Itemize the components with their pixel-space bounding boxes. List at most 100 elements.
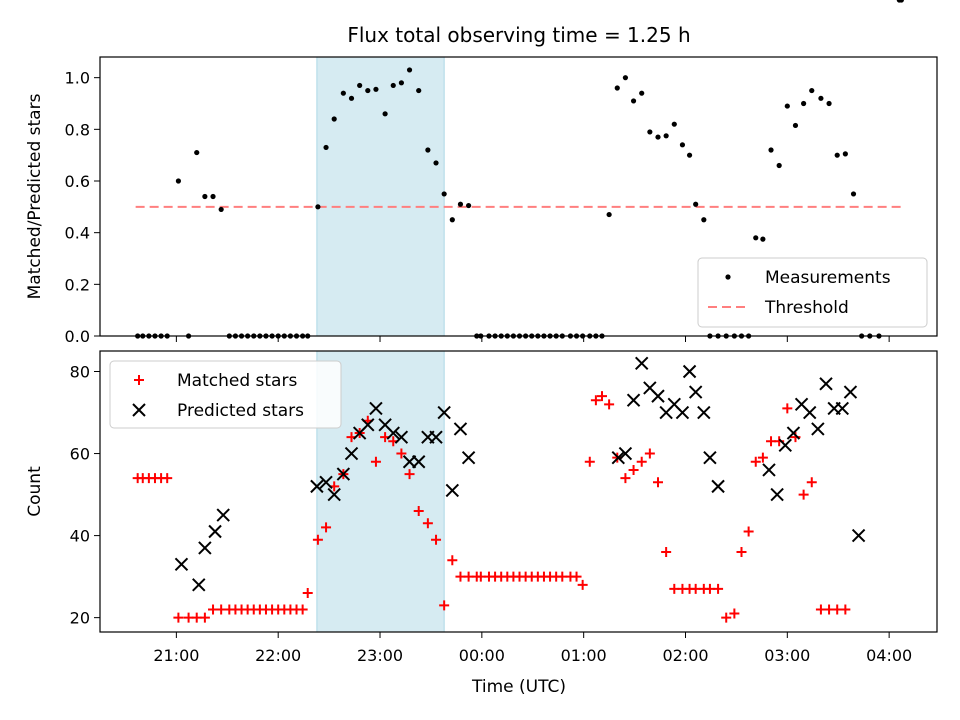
- measurement-point: [606, 211, 612, 218]
- measurement-point: [801, 100, 807, 107]
- measurement-point: [398, 80, 405, 86]
- measurement-point: [760, 236, 766, 242]
- measurement-point: [784, 103, 790, 109]
- predicted-point: [682, 364, 697, 379]
- legend-label: Threshold: [764, 298, 849, 318]
- measurement-point: [753, 235, 759, 241]
- measurement-point: [826, 100, 832, 107]
- legend-label: Measurements: [765, 268, 891, 288]
- measurement-point: [614, 85, 620, 91]
- measurement-point: [768, 147, 774, 153]
- predicted-point: [319, 475, 333, 489]
- y-tick-label: 0.2: [65, 275, 90, 294]
- legend-label: Predicted stars: [177, 401, 304, 421]
- y-tick-label: 60: [70, 445, 90, 464]
- legend-predicted-marker: [132, 403, 146, 417]
- axes-frame: [99, 56, 938, 337]
- matched-point: [312, 534, 323, 545]
- measurement-point: [202, 193, 208, 200]
- measurement-point: [323, 144, 329, 151]
- predicted-point: [208, 524, 222, 539]
- measurement-point: [315, 204, 321, 210]
- measurement-point: [671, 121, 677, 127]
- matched-point: [404, 469, 415, 480]
- predicted-point: [635, 356, 649, 371]
- matched-point: [743, 526, 754, 537]
- top-panel: 0.0 0.2 0.4 0.6 0.8 1.0 Matched/Predicted star…: [25, 0, 938, 346]
- predicted-point: [675, 405, 690, 420]
- predicted-point: [651, 389, 665, 403]
- measurement-point: [441, 191, 447, 197]
- measurement-point: [655, 134, 661, 140]
- measurement-point: [218, 206, 224, 213]
- matched-point: [590, 395, 601, 406]
- measurement-point: [818, 95, 824, 101]
- matched-point: [431, 534, 442, 545]
- predicted-point: [843, 385, 858, 399]
- matched-point: [447, 555, 458, 566]
- measurement-point: [357, 82, 363, 89]
- matched-point: [199, 612, 210, 623]
- measurement-point: [639, 90, 645, 96]
- predicted-point: [697, 405, 711, 420]
- legend: Matched stars Predicted stars: [109, 360, 342, 429]
- measurement-point: [850, 191, 857, 197]
- predicted-point: [688, 385, 703, 399]
- predicted-point: [703, 450, 717, 465]
- legend-matched-marker: [134, 375, 144, 385]
- measurement-point: [348, 95, 355, 101]
- measurement-point: [457, 201, 464, 207]
- x-tick-label: 23:00: [357, 646, 403, 665]
- chart-title: Flux total observing time = 1.25 h: [347, 23, 690, 47]
- x-tick-label: 00:00: [459, 646, 505, 665]
- predicted-point: [198, 541, 212, 555]
- predicted-point: [618, 446, 633, 461]
- observing-span: [316, 56, 445, 337]
- matched-point: [806, 477, 817, 488]
- measurement-point: [425, 147, 431, 153]
- matched-point: [173, 612, 184, 623]
- matched-point: [584, 456, 595, 467]
- predicted-point: [429, 430, 443, 444]
- predicted-point: [445, 483, 460, 498]
- predicted-point: [336, 467, 351, 481]
- x-tick-label: 02:00: [662, 646, 708, 665]
- predicted-point: [762, 463, 776, 477]
- measurement-point: [701, 217, 707, 223]
- y-tick-label: 0.0: [65, 327, 90, 346]
- y-axis-label: Count: [25, 466, 45, 517]
- x-tick-label: 04:00: [866, 646, 912, 665]
- predicted-point: [626, 393, 641, 407]
- measurement-point: [382, 111, 388, 117]
- matched-point: [782, 403, 793, 414]
- matched-point: [162, 473, 173, 484]
- measurement-point: [433, 160, 439, 166]
- matched-point: [413, 505, 424, 516]
- x-tick-label: 22:00: [255, 646, 301, 665]
- matched-point: [661, 547, 672, 558]
- y-tick-label: 40: [70, 527, 90, 546]
- measurement-point: [194, 149, 200, 156]
- legend-box: [109, 360, 342, 429]
- measurement-point: [210, 193, 216, 200]
- predicted-point: [803, 405, 817, 420]
- measurement-point: [416, 87, 422, 94]
- measurement-point: [466, 202, 472, 209]
- measurement-point: [792, 122, 799, 129]
- predicted-point: [778, 438, 792, 453]
- legend: Measurements Threshold: [697, 257, 928, 328]
- matched-point: [798, 489, 809, 500]
- predicted-point: [361, 418, 375, 432]
- matched-point: [439, 600, 450, 611]
- measurement-point: [663, 133, 669, 139]
- legend-box: [697, 257, 928, 328]
- measurement-point: [390, 82, 396, 89]
- matched-point: [604, 399, 615, 410]
- measurement-point: [809, 87, 815, 94]
- legend-label: Matched stars: [177, 371, 297, 391]
- y-tick-label: 0.8: [65, 120, 90, 139]
- measurement-point: [449, 217, 455, 223]
- matched-point: [736, 547, 747, 558]
- matched-point: [297, 604, 308, 615]
- matched-point: [757, 452, 768, 463]
